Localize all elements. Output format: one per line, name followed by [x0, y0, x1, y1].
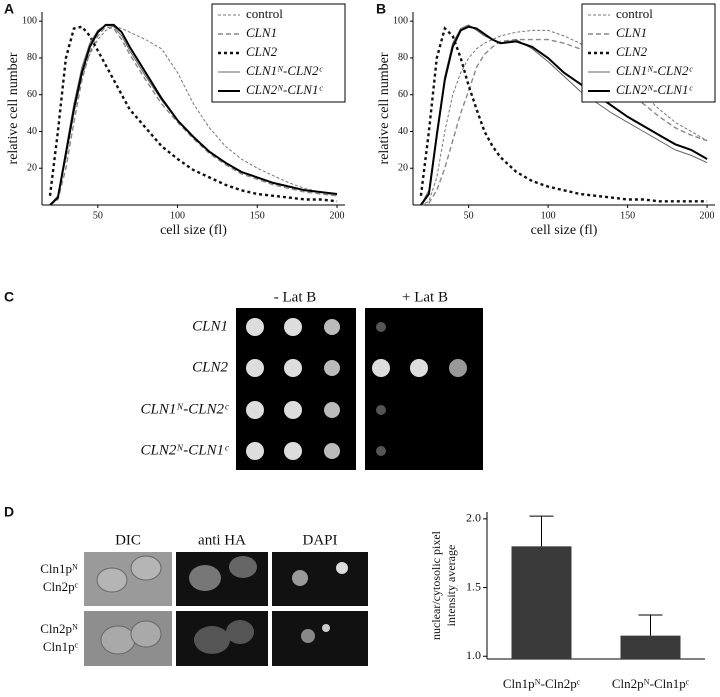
y-axis-label: intensity average [444, 545, 458, 627]
colony-spot [376, 405, 386, 415]
y-tick-label: 20 [398, 163, 408, 174]
row-label: Cln2pᴺ [40, 621, 78, 636]
colony-spot [376, 446, 386, 456]
legend-box [211, 3, 346, 103]
column-header: DAPI [302, 532, 337, 548]
colony-spot [284, 442, 302, 460]
legend-label: CLN1 [246, 25, 277, 40]
y-tick-label: 100 [393, 15, 408, 26]
colony-spot [246, 401, 264, 419]
x-tick-label: 50 [464, 210, 474, 221]
x-tick-label: Cln1pᴺ-Cln2pᶜ [503, 676, 581, 691]
column-header: DIC [115, 532, 141, 548]
panel-label: B [376, 1, 386, 17]
y-tick-label: 40 [27, 126, 37, 137]
y-tick-label: 100 [22, 15, 37, 26]
y-axis-label: nuclear/cytosolic pixel [429, 530, 443, 640]
x-tick-label: 200 [330, 210, 345, 221]
line [49, 23, 338, 206]
row-label: Cln2pᶜ [43, 579, 79, 594]
bar [620, 635, 681, 659]
x-tick-label: 200 [700, 210, 715, 221]
panel-label: D [4, 504, 14, 520]
colony-spot [284, 359, 302, 377]
x-tick-label: 100 [170, 210, 185, 221]
x-axis-label: cell size (fl) [531, 223, 598, 238]
y-tick-label: 60 [398, 89, 408, 100]
column-header: anti HA [198, 532, 246, 548]
y-axis-label: relative cell number [377, 52, 392, 164]
y-tick-label: 2.0 [466, 511, 481, 525]
plate [365, 308, 483, 470]
x-tick-label: 150 [620, 210, 635, 221]
colony-spot [246, 318, 264, 336]
legend-box [581, 3, 716, 103]
row-label: CLN1 [192, 318, 228, 334]
colony-spot [284, 401, 302, 419]
legend-label: CLN2ᴺ-CLN1ᶜ [246, 82, 323, 97]
y-tick-label: 1.0 [466, 648, 481, 662]
colony-spot [324, 402, 340, 418]
x-tick-label: 100 [541, 210, 556, 221]
x-tick-label: 150 [250, 210, 265, 221]
y-tick-label: 80 [398, 52, 408, 63]
error-bar [638, 614, 663, 636]
colony-spot [246, 359, 264, 377]
colony-spot [324, 360, 340, 376]
legend-label: control [246, 6, 283, 21]
row-label: CLN2ᴺ-CLN1ᶜ [140, 442, 229, 458]
panel-label: C [4, 289, 14, 305]
column-header: + Lat B [402, 289, 448, 305]
y-tick-label: 80 [27, 52, 37, 63]
legend-label: CLN2 [616, 44, 648, 59]
colony-spot [324, 319, 340, 335]
row-label: Cln1pᶜ [43, 639, 79, 654]
row-label: Cln1pᴺ [40, 561, 78, 576]
x-tick-label: Cln2pᴺ-Cln1pᶜ [612, 676, 690, 691]
colony-spot [449, 359, 467, 377]
line [48, 25, 338, 203]
error-bar [529, 515, 554, 547]
legend-label: CLN2 [246, 44, 278, 59]
bar [511, 546, 572, 659]
y-tick-label: 20 [27, 163, 37, 174]
line [419, 26, 708, 203]
colony-spot [372, 359, 390, 377]
line [420, 25, 708, 206]
legend-label: control [616, 6, 653, 21]
x-axis-label: cell size (fl) [160, 223, 227, 238]
panel-label: A [4, 1, 14, 17]
y-tick-label: 1.5 [466, 579, 481, 593]
legend-label: CLN2ᴺ-CLN1ᶜ [616, 82, 693, 97]
line [420, 38, 708, 206]
micrographs [84, 552, 368, 666]
row-label: CLN2 [192, 359, 228, 375]
legend-label: CLN1 [616, 25, 647, 40]
column-header: - Lat B [274, 289, 317, 305]
colony-spot [376, 322, 386, 332]
y-tick-label: 40 [398, 126, 408, 137]
colony-spot [324, 443, 340, 459]
legend-label: CLN1ᴺ-CLN2ᶜ [246, 63, 323, 78]
x-tick-label: 50 [93, 210, 103, 221]
y-tick-label: 60 [27, 89, 37, 100]
colony-spot [284, 318, 302, 336]
line [49, 25, 338, 206]
legend-label: CLN1ᴺ-CLN2ᶜ [616, 63, 693, 78]
row-label: CLN1ᴺ-CLN2ᶜ [140, 401, 229, 417]
colony-spot [410, 359, 428, 377]
y-axis-label: relative cell number [6, 52, 21, 164]
colony-spot [246, 442, 264, 460]
